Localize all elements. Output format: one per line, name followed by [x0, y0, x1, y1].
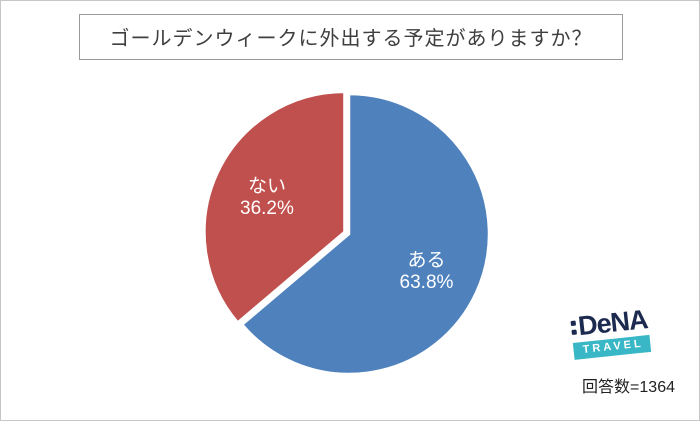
pie-slice-ある: [240, 92, 491, 376]
dena-travel-logo: DeNA TRAVEL: [570, 304, 651, 360]
pie-chart: ある 63.8% ない 36.2%: [203, 90, 491, 376]
pie-slice-ない: [203, 90, 346, 325]
logo-dots-icon: [570, 320, 577, 335]
pie-slice-label: ある 63.8%: [400, 250, 454, 293]
chart-title: ゴールデンウィークに外出する予定がありますか？: [79, 14, 623, 60]
pie-slice-label: ない 36.2%: [240, 176, 294, 219]
respondents-count: 回答数=1364: [582, 379, 675, 396]
